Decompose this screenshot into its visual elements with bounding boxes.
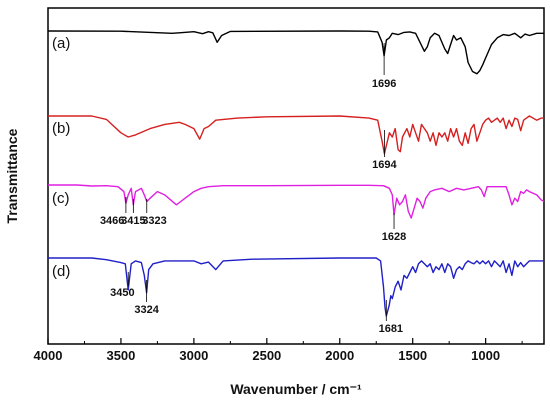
y-axis-title: Transmittance: [4, 128, 20, 223]
series-line-2: [48, 116, 544, 154]
x-tick-label: 2000: [325, 348, 354, 363]
series-label-4: (d): [52, 263, 70, 280]
peak-label: 3324: [134, 304, 159, 316]
series-label-3: (c): [52, 190, 70, 207]
x-tick-label: 3000: [179, 348, 208, 363]
x-tick-label: 1500: [398, 348, 427, 363]
series-group: (a) (b) (c) (d): [48, 31, 544, 316]
peak-label: 3323: [142, 215, 166, 227]
x-tick-label: 3500: [106, 348, 135, 363]
series-label-2: (b): [52, 120, 70, 137]
peak-label: 1694: [372, 159, 397, 171]
series-line-3: [48, 185, 544, 218]
peak-label: 1696: [372, 78, 396, 90]
x-tick-label: 2500: [252, 348, 281, 363]
peak-label: 1628: [382, 231, 406, 243]
x-tick-label: 1000: [471, 348, 500, 363]
peak-label: 1681: [379, 323, 403, 335]
peak-label: 3450: [110, 287, 134, 299]
x-tick-label: 4000: [34, 348, 63, 363]
x-axis-title: Wavenumber / cm⁻¹: [230, 381, 362, 397]
series-line-1: [48, 31, 544, 74]
series-label-1: (a): [52, 35, 70, 52]
x-axis: 4000 3500 3000 2500 2000 1500 1000: [34, 338, 523, 363]
